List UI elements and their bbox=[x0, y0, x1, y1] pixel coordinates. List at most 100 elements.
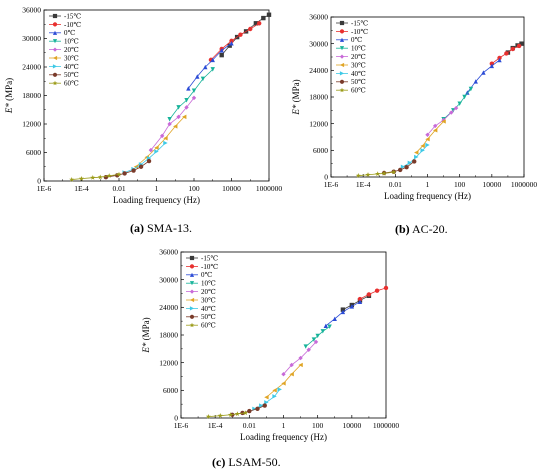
legend: -15℃-10℃0℃10℃20℃30℃40℃50℃60℃ bbox=[336, 19, 368, 95]
data-point bbox=[432, 128, 438, 133]
legend-label: -10℃ bbox=[201, 263, 218, 271]
data-point bbox=[264, 395, 269, 400]
data-point bbox=[441, 119, 446, 124]
y-tick-label: 24000 bbox=[22, 63, 41, 72]
data-point bbox=[133, 164, 139, 169]
data-point bbox=[374, 288, 380, 293]
legend-label: 50℃ bbox=[351, 78, 366, 86]
legend-label: -15℃ bbox=[201, 254, 218, 262]
chart-panel-c: 1E-6 1E-4 0.01 1 100 10000 1000000 0 6000 12000 18… bbox=[141, 248, 399, 442]
data-point bbox=[195, 74, 200, 79]
data-point bbox=[154, 149, 159, 154]
legend-label: -15℃ bbox=[64, 12, 81, 20]
data-point bbox=[229, 41, 234, 46]
data-point bbox=[238, 32, 243, 37]
data-point bbox=[167, 117, 172, 122]
series-line bbox=[266, 364, 301, 398]
data-point bbox=[219, 52, 224, 58]
data-point bbox=[298, 362, 303, 368]
x-tick-label: 1000000 bbox=[511, 180, 538, 189]
data-point bbox=[414, 150, 419, 155]
x-tick-label: 1000000 bbox=[373, 421, 400, 430]
data-point bbox=[78, 175, 85, 181]
x-tick-label: 1E-6 bbox=[37, 184, 52, 193]
series-line bbox=[150, 97, 195, 151]
x-tick-label: 100 bbox=[454, 180, 466, 189]
data-point bbox=[519, 41, 524, 46]
legend-marker bbox=[189, 272, 195, 277]
y-tick-label: 12000 bbox=[159, 358, 178, 367]
legend-label: 20℃ bbox=[351, 53, 366, 61]
panel-caption-c: (c) LSAM-50. bbox=[212, 455, 281, 469]
data-point bbox=[412, 159, 417, 164]
legend-label: 30℃ bbox=[64, 54, 79, 62]
data-point bbox=[203, 64, 208, 70]
data-point bbox=[303, 344, 308, 349]
data-point bbox=[281, 371, 286, 377]
data-point bbox=[176, 114, 181, 120]
legend-label: 20℃ bbox=[64, 46, 79, 54]
data-point bbox=[465, 90, 470, 95]
series-line bbox=[342, 295, 370, 310]
data-point bbox=[259, 403, 264, 408]
data-point bbox=[332, 316, 337, 322]
y-tick-label: 6000 bbox=[26, 148, 41, 157]
data-point bbox=[181, 114, 187, 120]
data-point bbox=[457, 101, 462, 106]
data-point bbox=[248, 26, 253, 32]
data-point bbox=[340, 309, 346, 315]
data-point bbox=[306, 347, 311, 352]
legend-label: -10℃ bbox=[351, 28, 368, 36]
data-point bbox=[154, 145, 159, 150]
legend-label: 0℃ bbox=[351, 36, 363, 44]
legend-label: 30℃ bbox=[351, 61, 366, 69]
data-point bbox=[404, 165, 409, 170]
data-point bbox=[176, 105, 181, 110]
legend-marker bbox=[339, 20, 345, 26]
legend-marker bbox=[339, 62, 345, 68]
series-0℃ bbox=[186, 41, 234, 91]
legend-marker bbox=[339, 46, 345, 51]
series-60℃ bbox=[205, 410, 249, 419]
x-axis-label: Loading frequency (Hz) bbox=[113, 195, 200, 205]
data-point bbox=[365, 172, 371, 177]
data-point bbox=[381, 170, 387, 176]
y-tick-label: 18000 bbox=[22, 91, 41, 100]
data-point bbox=[163, 140, 168, 146]
series-10℃ bbox=[441, 86, 474, 122]
data-point bbox=[159, 133, 165, 139]
x-tick-label: 0.01 bbox=[389, 180, 402, 189]
legend: -15℃-10℃0℃10℃20℃30℃40℃50℃60℃ bbox=[49, 12, 81, 88]
series-30℃ bbox=[414, 119, 446, 155]
data-point bbox=[163, 136, 168, 141]
panel-caption-a: (a) SMA-13. bbox=[130, 221, 192, 235]
y-tick-label: 6000 bbox=[163, 386, 178, 395]
data-point bbox=[313, 339, 319, 345]
data-point bbox=[106, 173, 112, 178]
data-point bbox=[407, 160, 413, 165]
data-point bbox=[489, 63, 495, 69]
data-point bbox=[210, 67, 215, 72]
data-point bbox=[425, 142, 430, 148]
legend-marker bbox=[52, 22, 58, 27]
data-point bbox=[357, 296, 363, 302]
legend-marker bbox=[339, 37, 345, 42]
legend-marker bbox=[339, 79, 345, 84]
data-point bbox=[205, 413, 211, 419]
series-line bbox=[221, 14, 270, 56]
data-point bbox=[391, 169, 397, 175]
legend-marker bbox=[52, 39, 58, 44]
series--15℃ bbox=[340, 293, 372, 312]
chart-panel-a: 1E-6 1E-4 0.01 1 100 10000 1000000 0 6000 12000 18… bbox=[4, 6, 282, 205]
legend-label: 10℃ bbox=[351, 45, 366, 53]
data-point bbox=[97, 174, 103, 180]
y-tick-label: 36000 bbox=[159, 248, 178, 257]
data-point bbox=[90, 175, 96, 180]
x-tick-label: 100 bbox=[312, 421, 324, 430]
series-line bbox=[254, 389, 281, 410]
legend: -15℃-10℃0℃10℃20℃30℃40℃50℃60℃ bbox=[186, 254, 218, 330]
data-point bbox=[315, 333, 320, 339]
data-point bbox=[277, 387, 282, 392]
